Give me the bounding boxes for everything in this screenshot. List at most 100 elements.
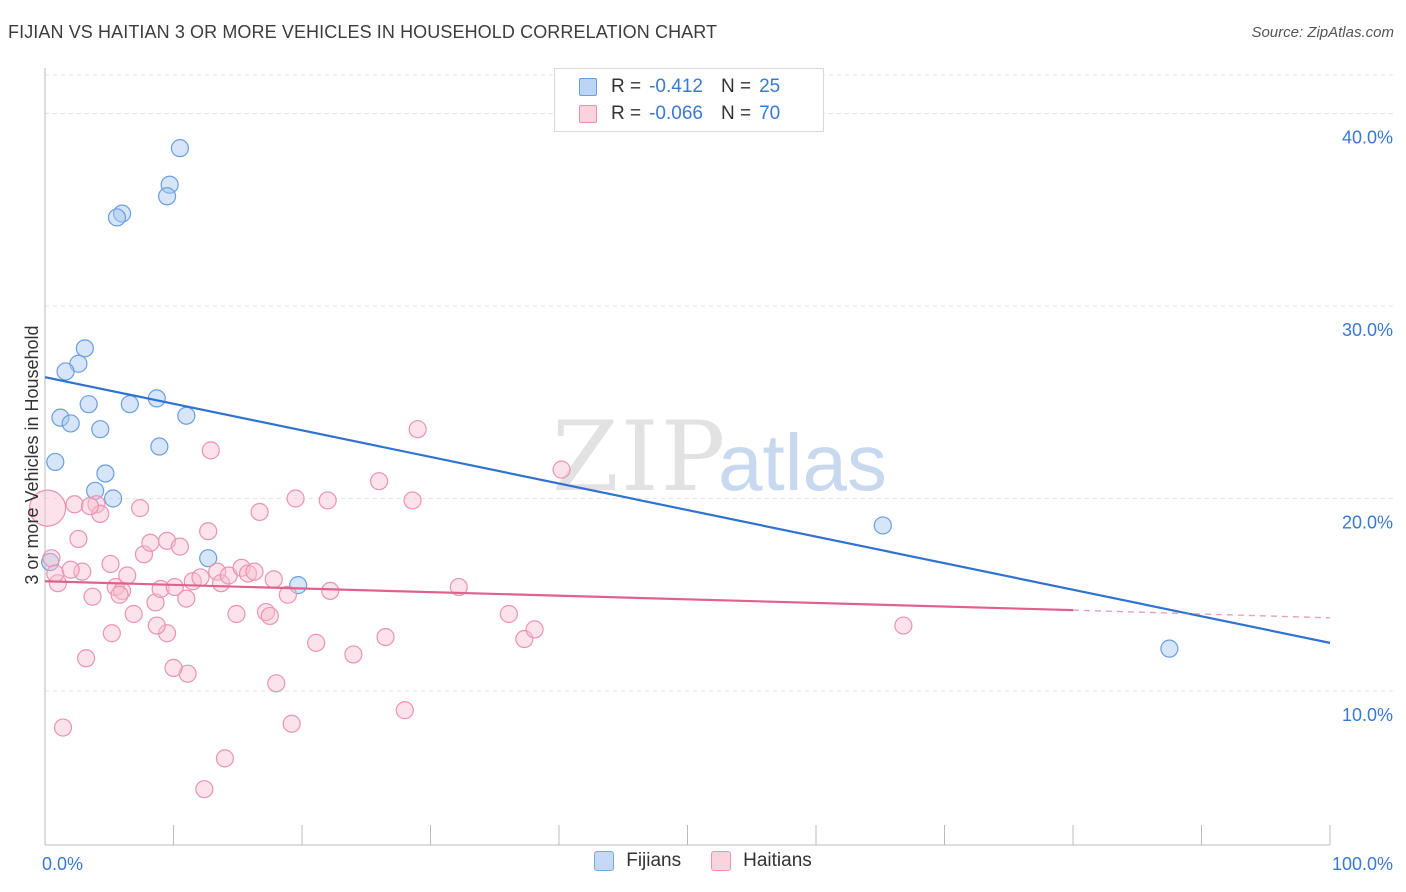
haitians-point [46, 564, 65, 583]
fijians-point [79, 395, 98, 414]
fijians-point [75, 339, 94, 358]
haitians-point [118, 566, 137, 585]
legend-swatch-haitians [579, 105, 597, 123]
haitians-swatch [711, 851, 732, 871]
watermark-zip: ZIP [552, 401, 727, 513]
haitians-point [147, 616, 166, 635]
fijians-point [160, 175, 179, 194]
haitians-point [170, 537, 190, 556]
haitians-point [130, 499, 150, 518]
haitians-point [250, 502, 269, 522]
haitians-point [80, 497, 100, 516]
haitians-point [157, 624, 177, 643]
tick-labels: 10.0% 20.0% 30.0% 40.0% 0.0% 100.0% [42, 128, 1393, 875]
haitians-point [195, 780, 214, 799]
haitians-label: Haitians [743, 850, 812, 871]
watermark: ZIP atlas [552, 401, 887, 513]
haitians-point [83, 587, 102, 606]
haitians-point [395, 701, 414, 720]
legend-r-label: R = [611, 76, 642, 97]
haitians-point [894, 616, 913, 635]
fijians-point [56, 362, 75, 381]
source-credit: Source: ZipAtlas.com [1251, 24, 1394, 41]
fijians-swatch [594, 851, 615, 871]
haitians-point [199, 522, 218, 541]
gridlines [45, 74, 1395, 692]
haitians-point [69, 529, 88, 549]
haitians-point [403, 491, 422, 510]
haitians-point [91, 504, 110, 524]
fijians-point [150, 437, 169, 456]
fijians-point [177, 406, 196, 425]
fijians-point [104, 489, 123, 508]
haitians-point [370, 472, 389, 491]
fijians-point [51, 408, 70, 427]
haitians-point [61, 560, 80, 579]
haitians-point [267, 674, 286, 693]
haitians-point [282, 714, 301, 733]
legend-r-value: -0.066 [649, 103, 703, 124]
haitians-trend-extension [1072, 609, 1331, 619]
legend-item-haitians[interactable]: Haitians [711, 850, 812, 872]
legend-n-value: 70 [759, 103, 781, 124]
haitians-point [321, 581, 340, 601]
fijians-point [1160, 639, 1179, 658]
series-legend: Fijians Haitians [0, 850, 1406, 872]
haitians-point [238, 564, 258, 583]
legend-row-fijians: R = -0.412 N = 25 [579, 74, 780, 100]
haitians-point [264, 570, 283, 589]
haitians-point [102, 624, 121, 643]
haitians-point [307, 633, 326, 652]
fijians-point [91, 420, 110, 439]
legend-item-fijians[interactable]: Fijians [594, 850, 681, 872]
haitians-point [141, 533, 160, 552]
haitians-point [77, 649, 96, 668]
x-tick-label: 0.0% [42, 854, 83, 874]
fijians-point [873, 516, 892, 535]
fijians-point [46, 452, 65, 472]
haitians-point [208, 562, 227, 581]
haitians-point [552, 460, 571, 479]
y-tick-label: 20.0% [1342, 513, 1393, 533]
fijians-point [157, 187, 177, 206]
x-tick-label: 100.0% [1332, 854, 1393, 874]
data-points [28, 139, 1179, 799]
haitians-point [87, 495, 106, 514]
haitians-point [53, 718, 73, 737]
axes [44, 68, 1331, 846]
fijians-point [107, 208, 127, 227]
haitians-point [211, 574, 231, 593]
haitians-point [227, 604, 246, 624]
haitians-point [191, 568, 210, 587]
legend-swatch-fijians [579, 78, 597, 96]
haitians-point [177, 589, 196, 608]
haitians-point [525, 620, 544, 639]
trend-lines [44, 376, 1331, 644]
haitians-point [245, 562, 264, 581]
haitians-point [101, 554, 120, 574]
haitians-point [42, 549, 61, 568]
fijians-trend-line [44, 376, 1331, 644]
legend-r-label: R = [611, 103, 642, 124]
correlation-legend: R = -0.412 N = 25 R = -0.066 N = 70 [554, 68, 824, 132]
haitians-point [408, 420, 427, 439]
legend-r-value: -0.412 [649, 76, 703, 97]
haitians-point [215, 749, 234, 768]
legend-row-haitians: R = -0.066 N = 70 [579, 101, 780, 127]
haitians-point [201, 441, 220, 460]
haitians-point [134, 545, 154, 564]
haitians-point [65, 495, 84, 514]
legend-n-label: N = [720, 76, 752, 97]
haitians-point [344, 645, 363, 664]
haitians-point [278, 585, 297, 604]
legend-n-value: 25 [759, 76, 781, 97]
haitians-point [110, 585, 129, 604]
fijians-label: Fijians [626, 850, 682, 871]
y-tick-label: 40.0% [1342, 128, 1393, 148]
haitians-point [260, 606, 279, 626]
haitians-point [286, 489, 305, 508]
fijians-point [170, 139, 190, 158]
y-tick-label: 10.0% [1342, 705, 1393, 725]
haitians-point [28, 489, 67, 527]
